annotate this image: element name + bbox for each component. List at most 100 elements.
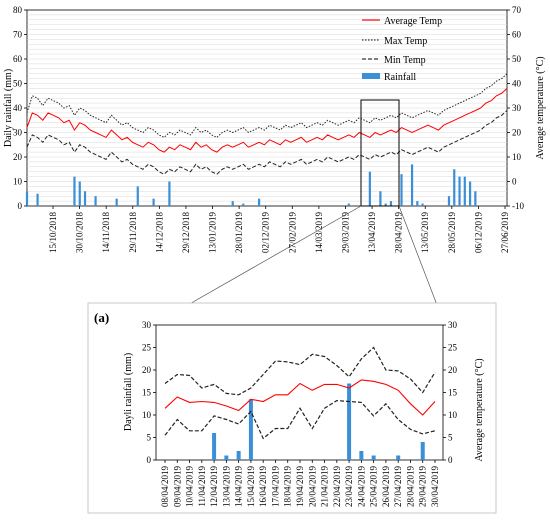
legend-rainfall-swatch: [362, 73, 380, 79]
y2-tick-label: 10: [448, 410, 458, 420]
rainfall-bar: [248, 399, 253, 460]
inset-panel-label: (a): [94, 310, 109, 325]
y-tick-label: 10: [13, 177, 23, 187]
rainfall-bar: [421, 203, 424, 206]
main-grid: [27, 14, 507, 202]
y2-tick-label: 25: [448, 343, 458, 353]
x-tick-label: 08/04/2019: [160, 466, 170, 508]
rainfall-bar: [468, 181, 472, 206]
rainfall-bar: [73, 176, 76, 206]
y-tick-label: 60: [13, 54, 23, 64]
zoom-highlight-box: [360, 99, 400, 207]
rainfall-bar: [389, 201, 393, 206]
rainfall-bar: [379, 191, 382, 206]
rainfall-bar: [36, 193, 39, 206]
x-tick-label: 13/04/2019: [367, 212, 377, 254]
main-chart: 0 10 20 30 40 50 60 70 80 -10 0 10 20 30 40 50 60 70 15/…: [3, 5, 546, 253]
y-tick-label: 50: [13, 79, 23, 89]
legend-rainfall-label: Rainfall: [384, 72, 416, 83]
x-tick-label: 10/04/2019: [185, 466, 195, 508]
main-y2-axis-ticks: -10 0 10 20 30 40 50 60 70: [507, 5, 524, 211]
y-tick-label: 80: [13, 5, 23, 15]
y-tick-label: 30: [142, 320, 152, 330]
rainfall-bar: [453, 169, 456, 206]
x-tick-label: 15/04/2019: [246, 466, 256, 508]
legend-max-temp-label: Max Temp: [384, 36, 427, 47]
y2-tick-label: 10: [512, 152, 522, 162]
y-tick-label: 10: [142, 410, 152, 420]
x-tick-label: 15/10/2018: [48, 212, 58, 254]
y2-tick-label: 50: [512, 54, 522, 64]
rainfall-bar: [396, 455, 401, 460]
x-tick-label: 14/12/2018: [154, 212, 164, 254]
main-y-axis-label: Daily rainfall (mm): [3, 69, 14, 147]
rainfall-bar: [94, 196, 97, 206]
average-temp-line: [164, 379, 436, 416]
x-tick-label: 27/06/2019: [500, 212, 510, 254]
x-tick-label: 24/04/2019: [356, 466, 366, 508]
rainfall-bar: [224, 455, 229, 460]
y2-tick-label: -10: [512, 201, 524, 211]
x-tick-label: 25/04/2019: [369, 466, 379, 508]
x-tick-label: 28/01/2019: [234, 212, 244, 254]
zoom-connector-left: [164, 205, 362, 319]
x-tick-label: 27/04/2019: [393, 466, 403, 508]
rainfall-bar: [242, 203, 245, 206]
x-tick-label: 27/02/2019: [287, 212, 297, 254]
rainfall-bar: [371, 455, 376, 460]
x-tick-label: 13/05/2019: [420, 212, 430, 254]
x-tick-label: 28/04/2019: [394, 212, 404, 254]
x-tick-label: 19/04/2019: [295, 466, 305, 508]
y-tick-label: 25: [142, 343, 152, 353]
x-tick-label: 20/04/2019: [307, 466, 317, 508]
rainfall-bar: [347, 203, 350, 206]
x-tick-label: 18/04/2019: [283, 466, 293, 508]
y2-tick-label: 60: [512, 30, 522, 40]
x-tick-label: 17/04/2019: [270, 466, 280, 508]
x-tick-label: 26/04/2019: [381, 466, 391, 508]
x-tick-label: 11/04/2019: [197, 466, 207, 507]
rainfall-bar: [474, 191, 477, 206]
inset-temperature-lines: [164, 346, 436, 440]
rainfall-bar: [25, 191, 29, 206]
x-tick-label: 29/03/2019: [340, 212, 350, 254]
y-tick-label: 70: [13, 30, 23, 40]
y-tick-label: 20: [13, 152, 23, 162]
x-tick-label: 06/12/2019: [473, 212, 483, 254]
y2-tick-label: 70: [512, 5, 522, 15]
y2-tick-label: 40: [512, 79, 522, 89]
rainfall-bar: [416, 201, 419, 206]
inset-rainfall-bars: [212, 383, 425, 460]
y-tick-label: 0: [18, 201, 23, 211]
rainfall-bar: [458, 176, 461, 206]
x-tick-label: 14/11/2018: [101, 212, 111, 253]
x-tick-label: 23/04/2019: [344, 466, 354, 508]
legend-min-temp-label: Min Temp: [384, 55, 426, 66]
inset-y2-axis-label: Average temperature (°C): [474, 358, 485, 461]
inset-y-axis-label: Dayli rainfall (mm): [123, 353, 134, 431]
inset-x-axis-ticks: 08/04/2019 09/04/2019 10/04/2019 11/04/2019…: [160, 460, 440, 507]
x-tick-label: 12/04/2019: [209, 466, 219, 508]
y-tick-label: 30: [13, 128, 23, 138]
x-tick-label: 02/12/2019: [261, 212, 271, 254]
rainfall-bar: [420, 442, 425, 460]
rainfall-bar: [400, 174, 403, 206]
rainfall-bar: [447, 196, 451, 206]
rainfall-bar: [115, 198, 118, 206]
x-tick-label: 30/10/2018: [75, 212, 85, 254]
rainfall-bar: [463, 176, 466, 206]
x-tick-label: 21/04/2019: [320, 466, 330, 508]
inset-y2-axis-ticks: 0 5 10 15 20 25 30: [443, 320, 458, 465]
rainfall-bar: [384, 203, 387, 206]
rainfall-bar: [236, 451, 241, 460]
rainfall-bar: [152, 198, 155, 206]
rainfall-bar: [78, 181, 81, 206]
y2-tick-label: 20: [448, 365, 458, 375]
x-tick-label: 29/04/2019: [418, 466, 428, 508]
main-y2-axis-label: Average temperature (°C): [535, 56, 546, 159]
legend-average-temp-label: Average Temp: [384, 16, 442, 27]
y-tick-label: 5: [147, 433, 152, 443]
rainfall-bar: [168, 181, 171, 206]
rainfall-bar: [359, 451, 364, 460]
